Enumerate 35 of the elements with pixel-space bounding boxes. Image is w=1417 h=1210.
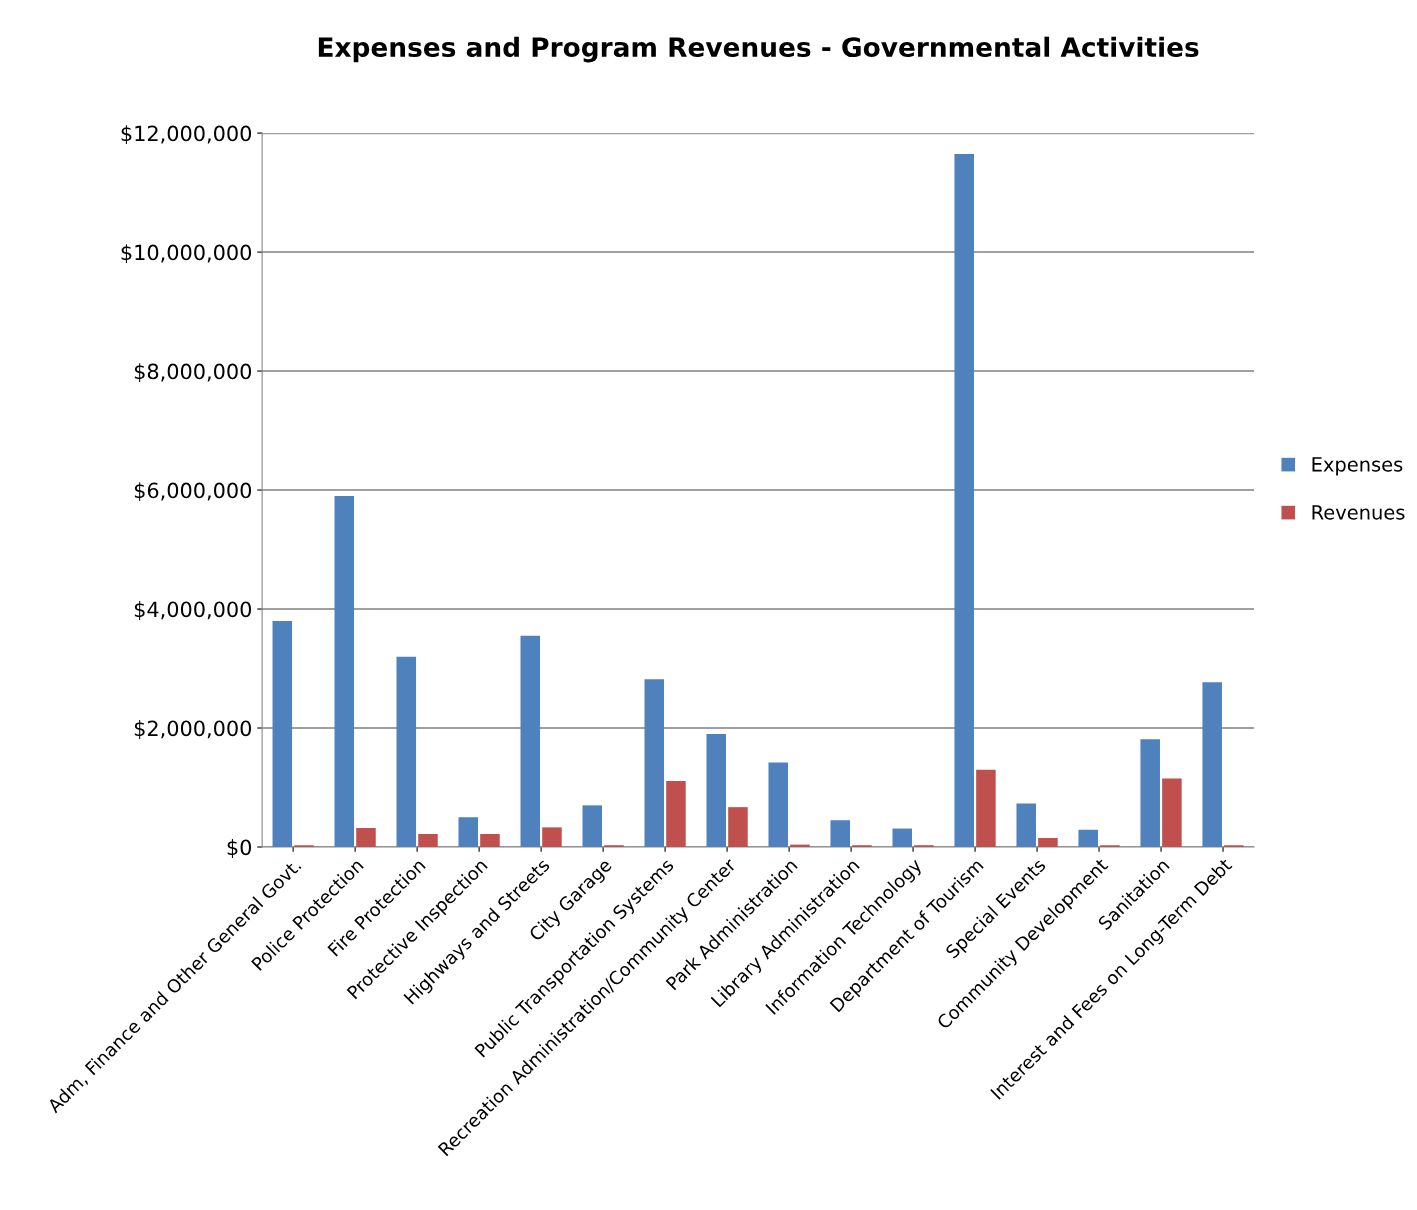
y-tick-label: $2,000,000 xyxy=(134,720,252,739)
bar xyxy=(1162,778,1182,847)
bar xyxy=(542,827,562,847)
bar xyxy=(458,817,479,847)
bar xyxy=(1140,739,1160,847)
bar xyxy=(272,620,293,847)
bar xyxy=(1078,829,1098,847)
y-tick-label: $8,000,000 xyxy=(134,363,252,383)
bar xyxy=(1202,682,1222,847)
bar xyxy=(954,153,974,847)
legend-label: Revenues xyxy=(1312,505,1405,520)
bar xyxy=(334,496,355,847)
y-tick-label: $12,000,000 xyxy=(121,125,252,145)
bar xyxy=(418,833,438,847)
bar xyxy=(666,780,686,847)
bar xyxy=(582,805,603,847)
y-tick-label: $4,000,000 xyxy=(134,601,252,621)
bar xyxy=(644,679,665,847)
legend-label: Expenses xyxy=(1312,457,1403,476)
y-tick-label: $10,000,000 xyxy=(121,244,252,264)
bar xyxy=(706,733,727,847)
bar xyxy=(1038,838,1058,847)
bar xyxy=(768,762,789,847)
y-tick-label: $6,000,000 xyxy=(134,482,252,502)
y-tick-label: $0 xyxy=(227,839,252,858)
bar xyxy=(728,807,748,847)
bar xyxy=(892,828,912,847)
bar xyxy=(396,656,417,847)
bar xyxy=(1016,803,1036,847)
bar xyxy=(356,827,376,847)
bar xyxy=(520,635,541,847)
chart-title: Expenses and Program Revenues - Governmental Activities xyxy=(318,36,1199,63)
bar xyxy=(830,820,850,847)
bar xyxy=(480,833,500,847)
bar xyxy=(976,769,996,847)
